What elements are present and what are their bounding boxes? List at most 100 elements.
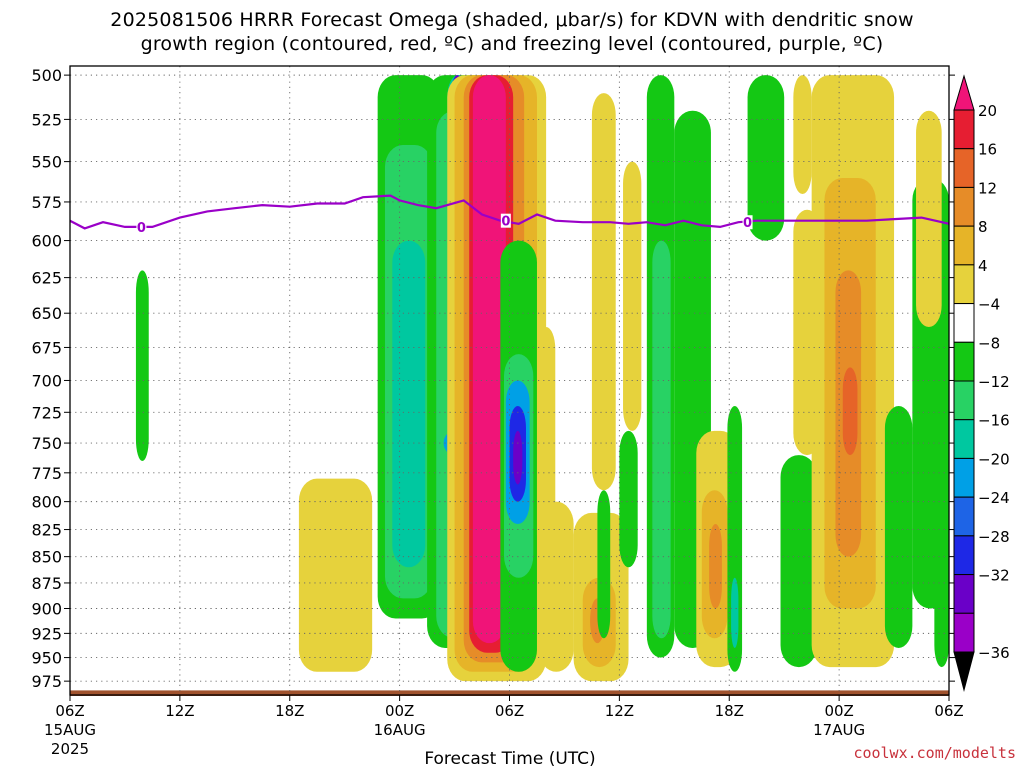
colorbar-segment-9 — [953, 419, 975, 459]
colorbar-label-1: 16 — [978, 141, 997, 159]
x-tick-label-8: 06Z — [934, 702, 963, 720]
y-tick-label-13: 825 — [31, 521, 62, 540]
omega-cell-29 — [619, 430, 638, 568]
site-credit: coolwx.com/modelts — [853, 744, 1016, 762]
omega-cell-20 — [513, 430, 523, 485]
y-tick-label-18: 950 — [31, 649, 62, 668]
x-tick-label-0: 06Z — [55, 702, 84, 720]
freezing-label-bg-2 — [742, 215, 753, 230]
freezing-label-0: 0 — [137, 221, 146, 236]
colorbar-label-7: −12 — [978, 373, 1010, 391]
y-tick-label-8: 700 — [31, 371, 62, 390]
colorbar-label-3: 8 — [978, 218, 988, 236]
omega-cell-37 — [731, 577, 739, 648]
x-tick-date-7: 17AUG — [813, 721, 865, 739]
colorbar-segment-4 — [953, 225, 975, 266]
y-tick-label-2: 550 — [31, 153, 62, 172]
colorbar-segment-5 — [953, 264, 975, 305]
omega-cell-27 — [597, 490, 611, 639]
omega-cell-4 — [392, 240, 426, 568]
x-tick-date-0: 15AUG — [44, 721, 96, 739]
y-tick-label-9: 725 — [31, 403, 62, 422]
freezing-label-bg-1 — [500, 213, 511, 228]
y-tick-label-6: 650 — [31, 304, 62, 323]
colorbar-segment-1 — [953, 109, 975, 150]
omega-cell-41 — [780, 455, 818, 668]
colorbar-segment-13 — [953, 574, 975, 614]
freezing-label-bg-0 — [136, 219, 147, 234]
y-tick-label-4: 600 — [31, 232, 62, 251]
omega-cell-39 — [793, 75, 812, 195]
colorbar-segment-6 — [953, 303, 975, 343]
colorbar-segment-10 — [953, 457, 975, 498]
omega-cell-21 — [536, 327, 556, 557]
x-tick-label-3: 00Z — [385, 702, 414, 720]
colorbar-label-11: −28 — [978, 528, 1010, 546]
colorbar-top-arrow — [953, 74, 975, 111]
freezing-label-1: 0 — [501, 215, 510, 230]
colorbar-segment-7 — [953, 341, 975, 382]
omega-cell-1 — [298, 478, 373, 672]
colorbar-segment-3 — [953, 186, 975, 227]
colorbar-label-0: 20 — [978, 102, 997, 120]
colorbar-label-5: −4 — [978, 296, 1000, 314]
y-tick-label-3: 575 — [31, 193, 62, 212]
omega-cell-31 — [652, 240, 671, 639]
y-tick-label-1: 525 — [31, 110, 62, 129]
omega-cell-28 — [623, 161, 642, 431]
y-tick-label-11: 775 — [31, 464, 62, 483]
y-tick-label-7: 675 — [31, 338, 62, 357]
colorbar-segment-2 — [953, 148, 975, 188]
freezing-label-2: 0 — [743, 216, 752, 231]
x-tick-year-0: 2025 — [51, 740, 89, 758]
omega-colorbar: 20 16 12 8 4 −4 −8 −12 −16 −20 −24 −28 −32 −36 — [953, 74, 1010, 692]
x-tick-label-4: 06Z — [495, 702, 524, 720]
x-tick-label-7: 00Z — [824, 702, 853, 720]
colorbar-label-2: 12 — [978, 179, 997, 197]
y-tick-label-10: 750 — [31, 434, 62, 453]
omega-cell-38 — [747, 75, 785, 241]
omega-shaded-field — [135, 75, 949, 682]
x-axis-label: Forecast Time (UTC) — [424, 749, 595, 768]
y-tick-label-15: 875 — [31, 574, 62, 593]
colorbar-label-13: −36 — [978, 644, 1010, 662]
chart-title-line-2: growth region (contoured, red, ºC) and f… — [140, 33, 884, 55]
freezing-level-contour: 0 0 0 — [70, 194, 949, 236]
omega-cell-46 — [884, 406, 913, 648]
plot-grid — [70, 66, 949, 695]
x-tick-label-2: 18Z — [275, 702, 304, 720]
omega-cell-26 — [591, 93, 616, 491]
terrain-band — [70, 690, 949, 696]
x-tick-label-1: 12Z — [165, 702, 194, 720]
colorbar-segment-14 — [953, 612, 975, 653]
colorbar-label-9: −20 — [978, 450, 1010, 468]
y-tick-label-0: 500 — [31, 66, 62, 85]
colorbar-segment-8 — [953, 380, 975, 421]
pressure-axis: 500 525 550 575 600 625 650 675 700 725 750 775 800 8… — [31, 66, 955, 691]
terrain-fill — [70, 690, 949, 696]
colorbar-label-8: −16 — [978, 412, 1010, 430]
y-tick-label-5: 625 — [31, 269, 62, 288]
omega-cell-45 — [842, 367, 858, 456]
y-tick-label-17: 925 — [31, 624, 62, 643]
x-tick-date-3: 16AUG — [374, 721, 426, 739]
y-tick-label-14: 850 — [31, 548, 62, 567]
colorbar-bottom-arrow — [953, 651, 975, 692]
omega-cell-22 — [538, 501, 574, 672]
omega-cell-15 — [472, 75, 506, 644]
colorbar-label-6: −8 — [978, 334, 1000, 352]
omega-cell-49 — [934, 478, 949, 668]
colorbar-label-12: −32 — [978, 567, 1010, 585]
colorbar-segment-11 — [953, 496, 975, 537]
x-tick-label-6: 18Z — [715, 702, 744, 720]
y-tick-label-19: 975 — [31, 672, 62, 691]
y-tick-label-12: 800 — [31, 493, 62, 512]
chart-title-line-1: 2025081506 HRRR Forecast Omega (shaded, … — [110, 9, 914, 31]
x-tick-label-5: 12Z — [605, 702, 634, 720]
colorbar-label-4: 4 — [978, 257, 988, 275]
omega-cell-0 — [135, 270, 149, 462]
omega-cell-35 — [709, 524, 722, 609]
colorbar-segment-12 — [953, 535, 975, 576]
